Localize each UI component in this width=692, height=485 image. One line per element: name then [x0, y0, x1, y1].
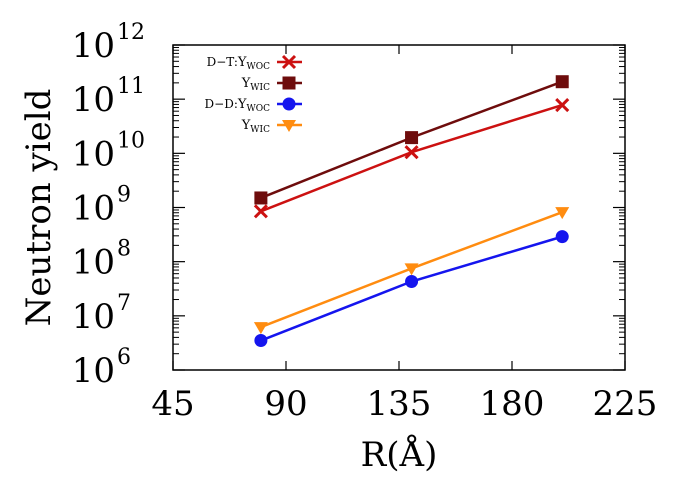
series-2 — [254, 230, 569, 348]
legend-label: D−T:YWOC — [207, 55, 271, 72]
y-tick-exponent: 12 — [117, 20, 145, 45]
data-point — [405, 275, 419, 289]
data-point — [253, 204, 268, 219]
legend-entry: D−D:YWOC — [205, 97, 302, 114]
series-0 — [253, 97, 570, 219]
y-tick-exponent: 9 — [117, 183, 131, 208]
legend-entry: YWIC — [241, 118, 302, 135]
x-tick-label: 45 — [151, 384, 194, 424]
data-point — [254, 334, 268, 348]
legend-label-sub: WIC — [250, 83, 270, 93]
x-marker-stroke — [281, 54, 297, 70]
legend-swatch-marker — [281, 54, 297, 70]
y-tick-label: 10 — [72, 189, 115, 229]
legend-entry: D−T:YWOC — [207, 54, 302, 72]
data-point — [254, 191, 268, 205]
y-tick-exponent: 7 — [117, 291, 131, 316]
x-tick-label: 225 — [593, 384, 658, 424]
y-tick-label: 10 — [72, 243, 115, 283]
x-axis-title: R(Å) — [361, 434, 438, 475]
legend-label: D−D:YWOC — [205, 97, 271, 114]
data-point — [253, 322, 268, 335]
data-point — [404, 145, 419, 160]
x-tick-label: 135 — [367, 384, 432, 424]
legend-label-prefix: D−T: — [207, 55, 238, 69]
legend-label: YWIC — [241, 76, 270, 93]
data-point — [555, 207, 570, 220]
series-line — [260, 103, 563, 213]
legend-label-main: Y — [237, 55, 247, 70]
series-line — [260, 235, 563, 342]
legend-label-main: Y — [241, 118, 251, 133]
x-tick-label: 180 — [480, 384, 545, 424]
x-marker-stroke — [555, 97, 570, 113]
y-tick-exponent: 10 — [117, 128, 145, 153]
y-tick-label: 10 — [72, 297, 115, 337]
legend-swatch-marker — [282, 76, 296, 90]
legend-label-sub: WOC — [246, 62, 270, 72]
legend-label-main: Y — [237, 97, 247, 112]
y-axis-title: Neutron yield — [19, 89, 59, 327]
data-point — [555, 97, 570, 113]
x-marker-stroke — [253, 204, 268, 219]
legend-label-prefix: D−D: — [205, 97, 238, 111]
legend-swatch-marker — [282, 120, 296, 132]
data-point — [405, 131, 419, 145]
legend-entry: YWIC — [241, 76, 302, 93]
y-tick-label: 10 — [72, 80, 115, 120]
legend-swatch-marker — [282, 97, 296, 111]
series-3 — [253, 207, 570, 335]
y-tick-exponent: 11 — [117, 74, 145, 99]
legend-label: YWIC — [241, 118, 270, 135]
x-tick-label: 90 — [264, 384, 307, 424]
legend-label-main: Y — [241, 76, 251, 91]
y-tick-label: 10 — [72, 134, 115, 174]
data-point — [555, 230, 569, 244]
y-tick-label: 10 — [72, 26, 115, 66]
legend-label-sub: WOC — [246, 104, 270, 114]
legend-label-sub: WIC — [250, 125, 270, 135]
x-marker-stroke — [404, 145, 419, 160]
data-point — [404, 263, 419, 276]
y-tick-exponent: 6 — [117, 345, 131, 370]
series-1 — [254, 75, 569, 205]
series-layer — [253, 75, 570, 348]
data-point — [555, 75, 569, 89]
y-tick-label: 10 — [72, 351, 115, 391]
y-tick-exponent: 8 — [117, 237, 131, 262]
